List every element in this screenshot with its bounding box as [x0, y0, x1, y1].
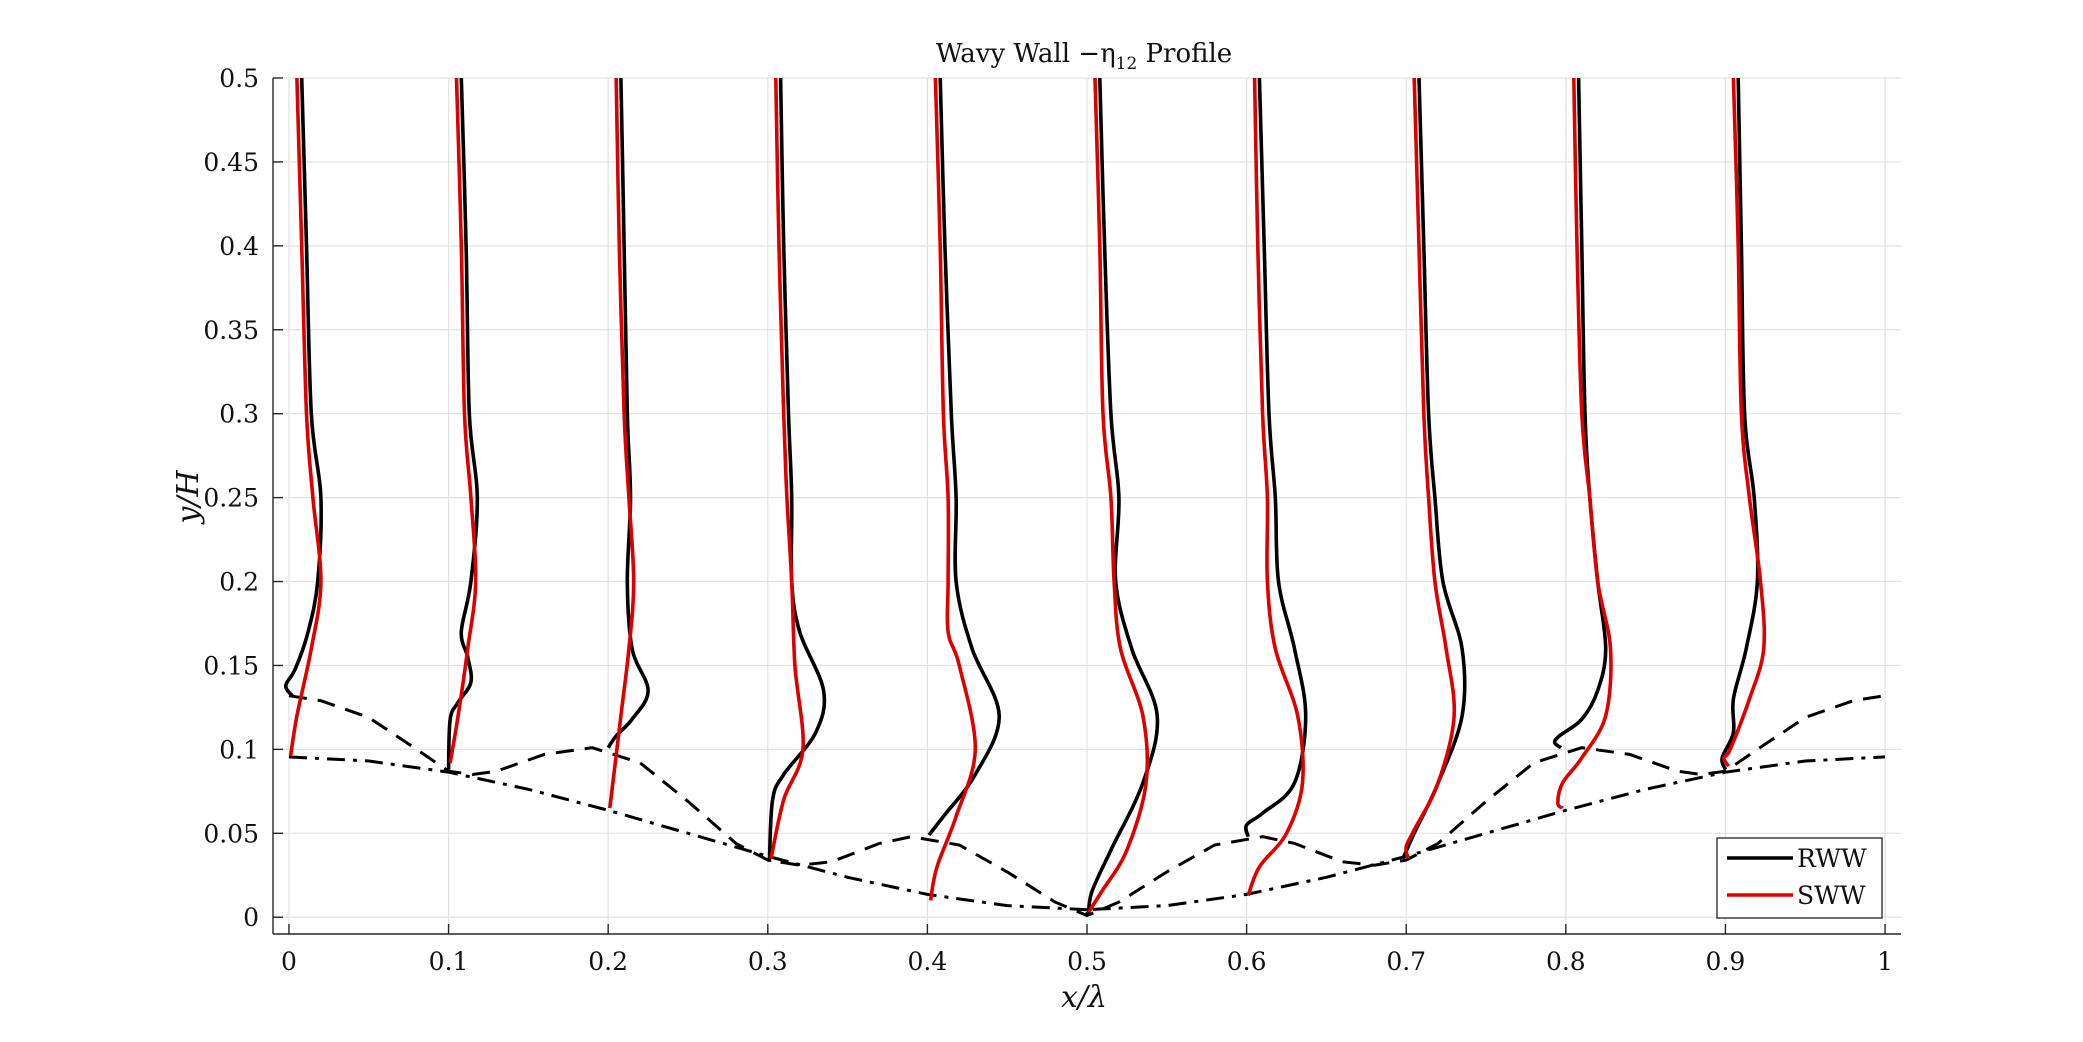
rww-profile-2: [606, 77, 650, 749]
x-axis-label: x/λ: [1061, 980, 1107, 1015]
x-tick-label-8: 0.8: [1546, 947, 1586, 976]
rww-profile-4: [927, 77, 1002, 837]
legend-rww-label: RWW: [1797, 844, 1867, 873]
y-tick-label-0: 0: [243, 903, 259, 932]
sww-profile-3: [769, 77, 805, 859]
x-tick-label-10: 1: [1877, 947, 1893, 976]
rww-profile-9: [1720, 77, 1760, 771]
x-tick-label-3: 0.3: [748, 947, 788, 976]
x-tick-label-7: 0.7: [1386, 947, 1426, 976]
rww-profile-5: [1086, 77, 1160, 916]
legend-sww-label: SWW: [1797, 881, 1866, 910]
x-tick-label-9: 0.9: [1706, 947, 1746, 976]
sww-profile-0: [288, 77, 323, 757]
sww-profile-2: [608, 77, 636, 809]
rww-profile-1: [446, 77, 480, 770]
y-tick-label-4: 0.2: [219, 568, 259, 597]
y-tick-label-5: 0.25: [203, 484, 259, 513]
legend: RWW SWW: [1716, 837, 1883, 919]
y-tick-label-9: 0.45: [203, 148, 259, 177]
sww-profile-9: [1722, 77, 1767, 768]
sww-profile-5: [1087, 77, 1150, 914]
sww-profile-1: [448, 77, 478, 764]
x-tick-label-0: 0: [281, 947, 297, 976]
x-tick-label-4: 0.4: [908, 947, 948, 976]
sww-profile-8: [1556, 77, 1613, 810]
axes: 0 0.1 0.2 0.3 0.4 0.5 0.6 0.7 0.8 0.9 1 0 0.05 0.1 0.1…: [203, 64, 1901, 976]
x-tick-label-1: 0.1: [429, 947, 469, 976]
x-tick-label-5: 0.5: [1067, 947, 1107, 976]
legend-box: [1716, 837, 1883, 919]
y-tick-label-2: 0.1: [219, 735, 259, 764]
sww-profile-7: [1404, 77, 1457, 859]
grid: [273, 77, 1901, 934]
sww-profile-4: [928, 77, 978, 901]
y-tick-label-10: 0.5: [219, 64, 259, 93]
chart-title: Wavy Wall −η12 Profile: [936, 39, 1232, 74]
chart-title-suffix: Profile: [1137, 39, 1232, 69]
x-tick-label-2: 0.2: [588, 947, 628, 976]
rww-profile-0: [283, 77, 323, 697]
y-tick-label-8: 0.4: [219, 232, 259, 261]
x-tick-label-6: 0.6: [1227, 947, 1267, 976]
chart-title-subscript: 12: [1116, 54, 1138, 74]
y-tick-label-1: 0.05: [203, 819, 259, 848]
y-tick-label-3: 0.15: [203, 651, 259, 680]
series-layer: [283, 77, 1886, 918]
rww-profile-6: [1244, 77, 1308, 838]
y-tick-label-7: 0.35: [203, 316, 259, 345]
sww-profile-6: [1246, 77, 1305, 897]
y-axis-label: y/H: [171, 470, 206, 526]
y-tick-label-6: 0.3: [219, 400, 259, 429]
